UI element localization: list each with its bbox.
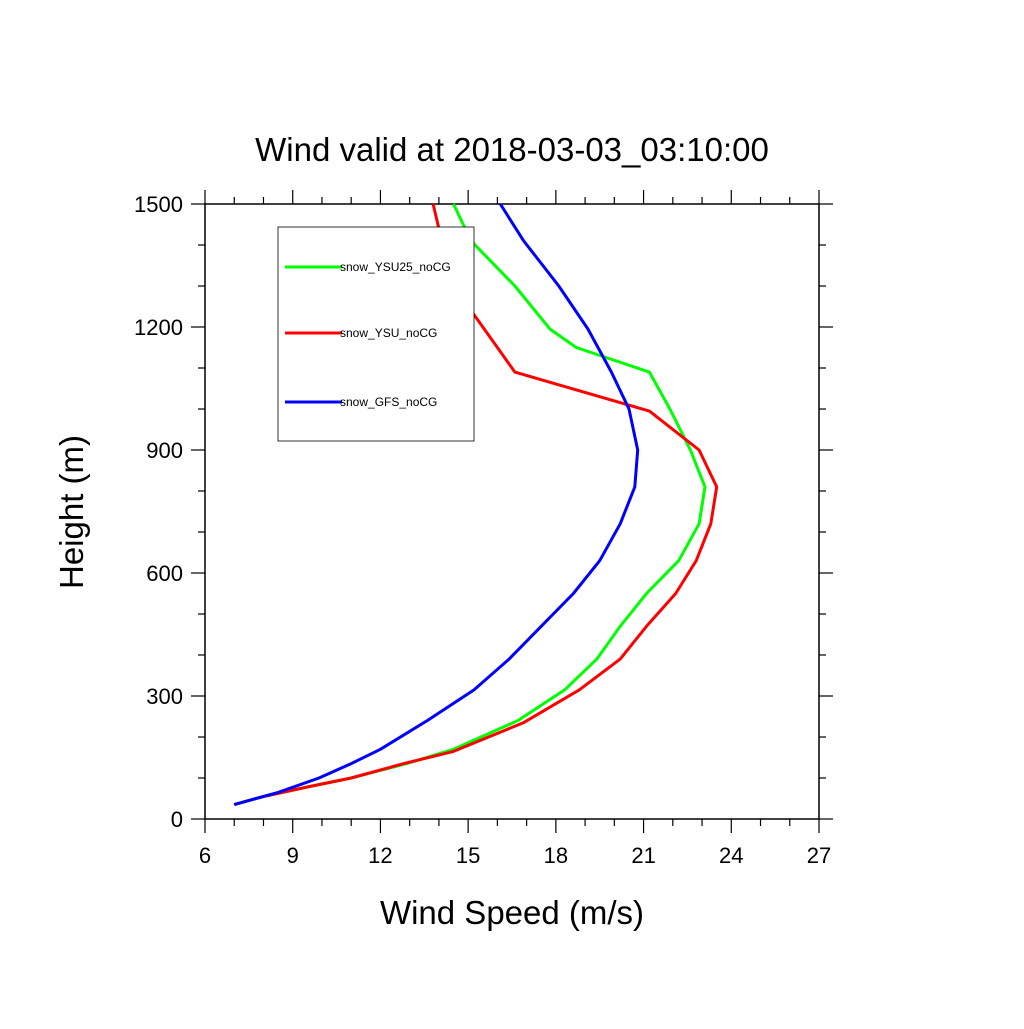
legend-label: snow_YSU_noCG xyxy=(340,326,437,340)
x-tick-label: 6 xyxy=(199,843,211,868)
legend-label: snow_YSU25_noCG xyxy=(340,260,451,274)
x-tick-label: 27 xyxy=(807,843,831,868)
y-tick-label: 300 xyxy=(146,684,183,709)
series-line-snow_GFS_noCG xyxy=(233,203,640,807)
y-tick-label: 1500 xyxy=(134,192,183,217)
y-tick-label: 600 xyxy=(146,561,183,586)
plot-area: 6 9 12 15 18 21 24 27 0 300 600 900 1200 1500 xyxy=(134,190,833,868)
chart-title: Wind valid at 2018-03-03_03:10:00 xyxy=(255,131,769,168)
x-tick-label: 24 xyxy=(719,843,743,868)
plot-frame xyxy=(204,203,820,820)
y-tick-label: 0 xyxy=(171,807,183,832)
y-tick-label: 1200 xyxy=(134,315,183,340)
series-line-snow_YSU_noCG xyxy=(233,203,719,807)
x-axis-label: Wind Speed (m/s) xyxy=(380,894,644,931)
y-tick-label: 900 xyxy=(146,438,183,463)
legend-label: snow_GFS_noCG xyxy=(340,395,437,409)
x-tick-label: 15 xyxy=(456,843,480,868)
legend: snow_YSU25_noCG snow_YSU_noCG snow_GFS_noC… xyxy=(277,226,475,442)
x-tick-label: 12 xyxy=(368,843,392,868)
x-tick-label: 18 xyxy=(544,843,568,868)
x-tick-label: 21 xyxy=(631,843,655,868)
x-tick-label: 9 xyxy=(287,843,299,868)
y-axis-label: Height (m) xyxy=(53,435,90,589)
